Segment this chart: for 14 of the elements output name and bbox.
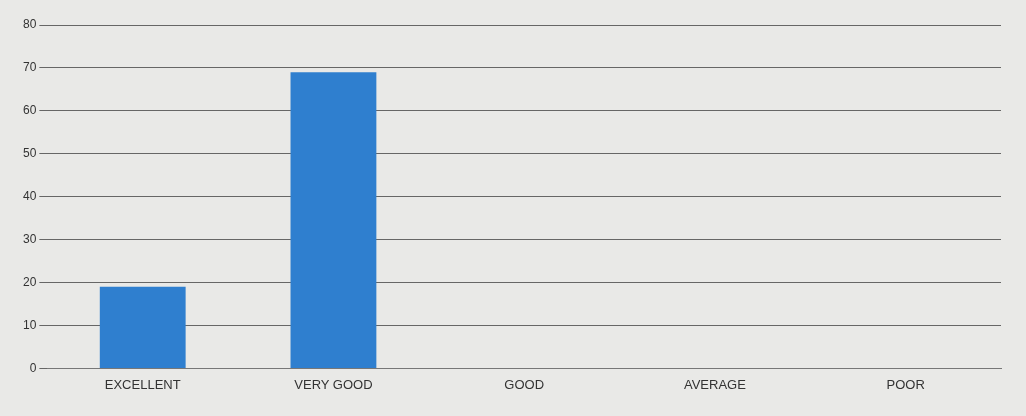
y-tick-label: 10 (22, 317, 37, 332)
x-tick-label: GOOD (504, 376, 545, 392)
y-tick-label: 30 (22, 231, 37, 246)
y-tick-label: 80 (22, 17, 37, 32)
x-tick-label: AVERAGE (683, 376, 747, 392)
y-tick-label: 40 (22, 189, 37, 204)
y-tick-label: 20 (22, 274, 37, 289)
y-tick-label: 60 (22, 103, 37, 118)
x-tick-label: POOR (886, 376, 925, 392)
y-tick-label: 50 (22, 146, 37, 161)
y-tick-label: 70 (22, 60, 37, 75)
x-tick-label: VERY GOOD (294, 376, 373, 392)
x-tick-label: EXCELLENT (104, 376, 181, 392)
y-tick-label: 0 (29, 360, 37, 375)
